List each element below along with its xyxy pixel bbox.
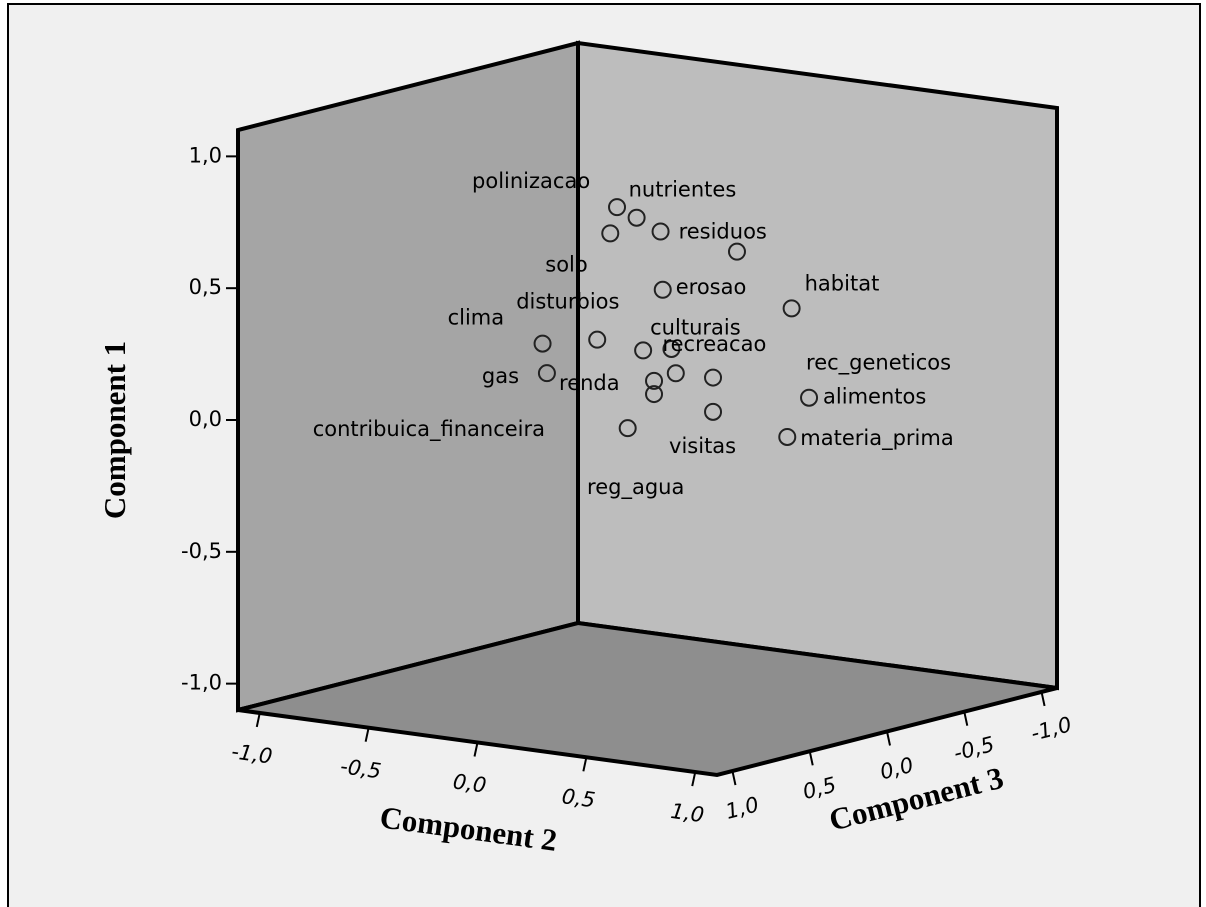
point — [588, 330, 607, 349]
y-tick-label: -0,5 — [181, 539, 222, 563]
point-label: reg_agua — [587, 475, 684, 500]
point — [533, 334, 552, 353]
point-label: visitas — [669, 434, 736, 458]
point — [727, 242, 746, 261]
point — [800, 388, 819, 407]
point-label: clima — [448, 306, 505, 330]
z-tick — [886, 731, 891, 746]
point — [651, 222, 670, 241]
point-label: rec_geneticos — [806, 351, 951, 376]
z-tick — [963, 711, 969, 726]
point-label: solo — [545, 252, 587, 276]
y-axis-title: Component 1 — [97, 341, 132, 519]
point-label: materia_prima — [800, 426, 953, 451]
point-label: nutrientes — [629, 178, 737, 202]
point-label: disturbios — [516, 290, 619, 314]
point — [627, 208, 646, 227]
z-tick — [1040, 691, 1046, 707]
point-label: renda — [559, 371, 620, 395]
x-tick-label: 1,0 — [669, 799, 705, 827]
y-tick-label: -1,0 — [181, 671, 222, 695]
point — [608, 198, 627, 217]
point — [645, 371, 664, 390]
point — [645, 385, 664, 404]
y-tick-label: 1,0 — [189, 143, 222, 167]
point-label: habitat — [805, 271, 880, 295]
x-tick — [691, 771, 697, 787]
point-label: contribuica_financeira — [313, 417, 545, 442]
point-label: culturais — [650, 315, 741, 339]
floor — [237, 620, 1058, 778]
x-tick-label: -1,0 — [230, 739, 274, 768]
point-label: polinizacao — [472, 169, 590, 193]
y-tick-label: 0,5 — [189, 275, 222, 299]
x-tick — [582, 757, 588, 772]
point — [618, 419, 637, 438]
point — [778, 427, 797, 446]
y-tick-label: 0,0 — [189, 407, 222, 431]
x-tick-label: 0,5 — [560, 784, 596, 812]
x-tick — [364, 727, 370, 742]
x-tick — [473, 742, 479, 757]
point — [666, 364, 685, 383]
point — [653, 280, 672, 299]
x-tick-label: 0,0 — [451, 769, 487, 797]
point-label: alimentos — [823, 385, 926, 409]
point-label: recreacao — [662, 332, 766, 356]
point-label: residuos — [679, 220, 767, 244]
z-tick — [731, 770, 737, 786]
point-label: erosao — [676, 275, 747, 299]
point — [634, 341, 653, 360]
point-label: gas — [482, 364, 519, 388]
point — [601, 224, 620, 243]
x-tick — [255, 712, 261, 728]
point — [537, 364, 556, 383]
point — [662, 339, 681, 358]
point — [704, 402, 723, 421]
z-tick — [808, 751, 814, 766]
point — [782, 299, 801, 318]
left-wall — [236, 40, 580, 713]
x-tick-label: -0,5 — [339, 754, 383, 783]
point — [704, 368, 723, 387]
